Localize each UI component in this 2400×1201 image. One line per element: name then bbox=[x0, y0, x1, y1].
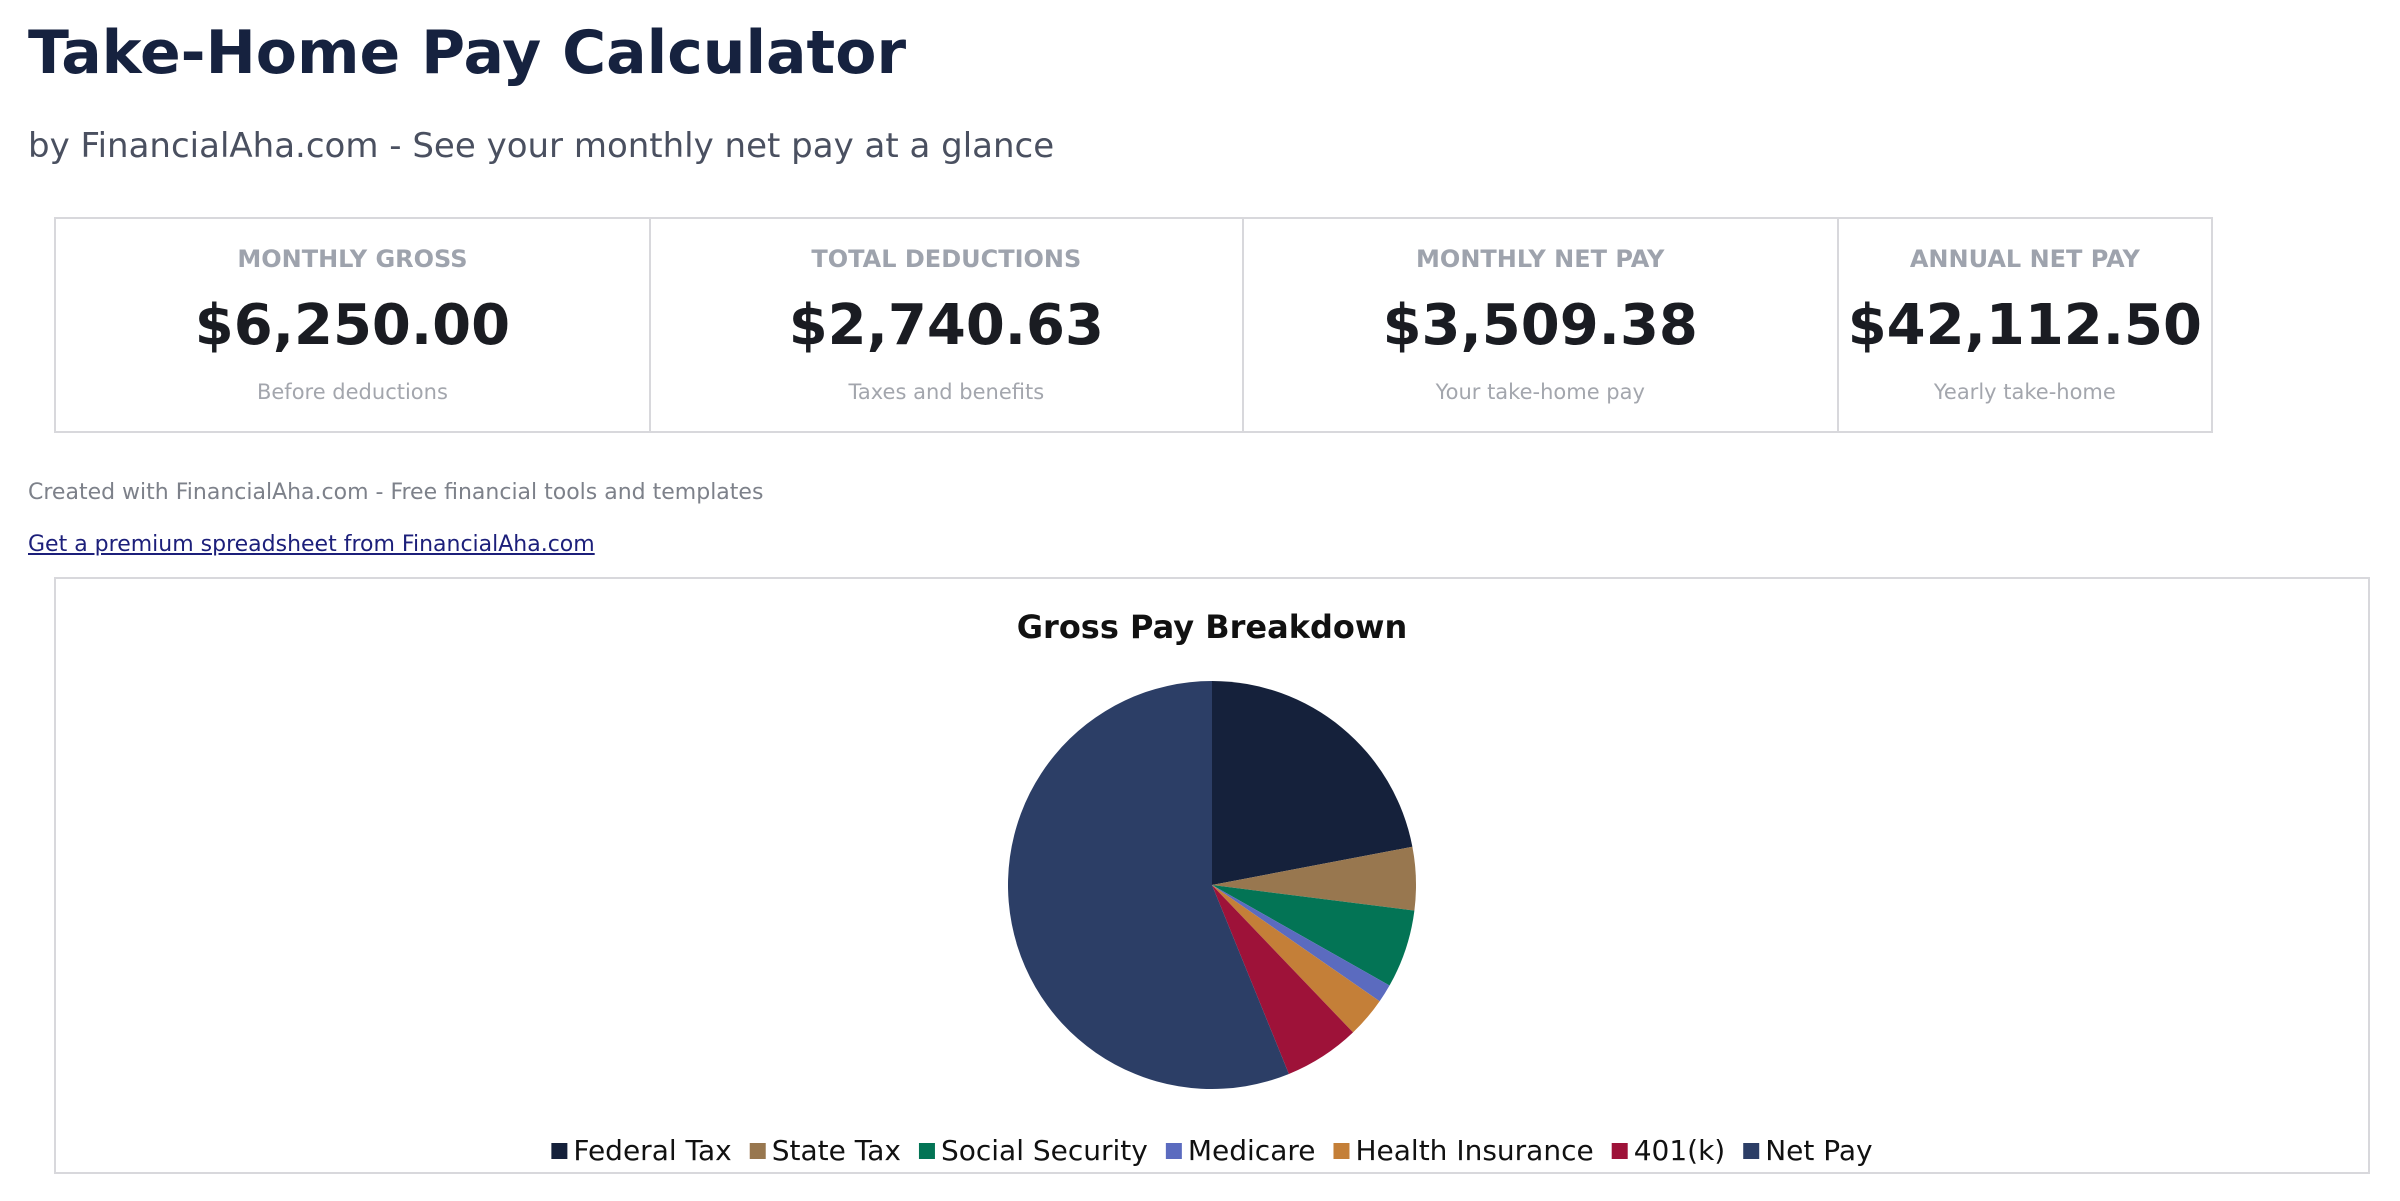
card-note: Your take-home pay bbox=[1435, 380, 1645, 404]
card-label: ANNUAL NET PAY bbox=[1909, 245, 2140, 273]
card-note: Yearly take-home bbox=[1933, 380, 2116, 404]
legend-label: Medicare bbox=[1188, 1134, 1316, 1167]
card-label: MONTHLY NET PAY bbox=[1416, 245, 1665, 273]
card-label: TOTAL DEDUCTIONS bbox=[811, 245, 1082, 273]
pie-slice bbox=[1008, 681, 1289, 1089]
card: TOTAL DEDUCTIONS $2,740.63 Taxes and benef… bbox=[651, 219, 1244, 431]
legend-swatch bbox=[918, 1143, 935, 1159]
legend-label: State Tax bbox=[772, 1134, 901, 1167]
legend-swatch bbox=[749, 1143, 766, 1159]
card-note: Taxes and benefits bbox=[848, 380, 1045, 404]
card-value: $3,509.38 bbox=[1382, 293, 1698, 358]
card-label: MONTHLY GROSS bbox=[237, 245, 468, 273]
legend-swatch bbox=[1165, 1143, 1182, 1159]
card-note: Before deductions bbox=[256, 380, 448, 404]
legend-label: 401(k) bbox=[1634, 1134, 1726, 1167]
legend-label: Net Pay bbox=[1765, 1134, 1872, 1167]
legend-swatch bbox=[551, 1143, 568, 1159]
card-value: $42,112.50 bbox=[1847, 293, 2202, 358]
card-value: $2,740.63 bbox=[788, 293, 1104, 358]
legend-label: Health Insurance bbox=[1355, 1134, 1593, 1167]
card-value: $6,250.00 bbox=[194, 293, 511, 358]
chart-title: Gross Pay Breakdown bbox=[1017, 608, 1407, 646]
pie-slice bbox=[1212, 885, 1390, 1002]
pie-slice bbox=[1212, 681, 1413, 885]
credit-text: Created with FinancialAha.com - Free fin… bbox=[28, 480, 764, 505]
legend-swatch bbox=[1611, 1143, 1628, 1159]
legend-label: Social Security bbox=[941, 1134, 1148, 1167]
card: MONTHLY NET PAY $3,509.38 Your take-home p… bbox=[1244, 219, 1839, 431]
pie-slice bbox=[1212, 885, 1380, 1033]
card: MONTHLY GROSS $6,250.00 Before deductions bbox=[56, 219, 651, 431]
pie-slice bbox=[1212, 885, 1354, 1074]
legend-label: Federal Tax bbox=[573, 1134, 731, 1167]
subtitle: by FinancialAha.com - See your monthly n… bbox=[28, 126, 1055, 166]
pie-slice bbox=[1212, 885, 1415, 986]
page-title: Take-Home Pay Calculator bbox=[28, 18, 907, 88]
legend-swatch bbox=[1743, 1143, 1760, 1159]
card: ANNUAL NET PAY $42,112.50 Yearly take-home bbox=[1839, 219, 2211, 431]
chart: Gross Pay Breakdown Federal Tax State Tax… bbox=[54, 577, 2370, 1174]
premium-link[interactable]: Get a premium spreadsheet from Financial… bbox=[28, 532, 595, 557]
pie-slice bbox=[1212, 846, 1417, 911]
summary-cards: MONTHLY GROSS $6,250.00 Before deductions … bbox=[54, 217, 2213, 433]
legend-swatch bbox=[1333, 1143, 1350, 1159]
